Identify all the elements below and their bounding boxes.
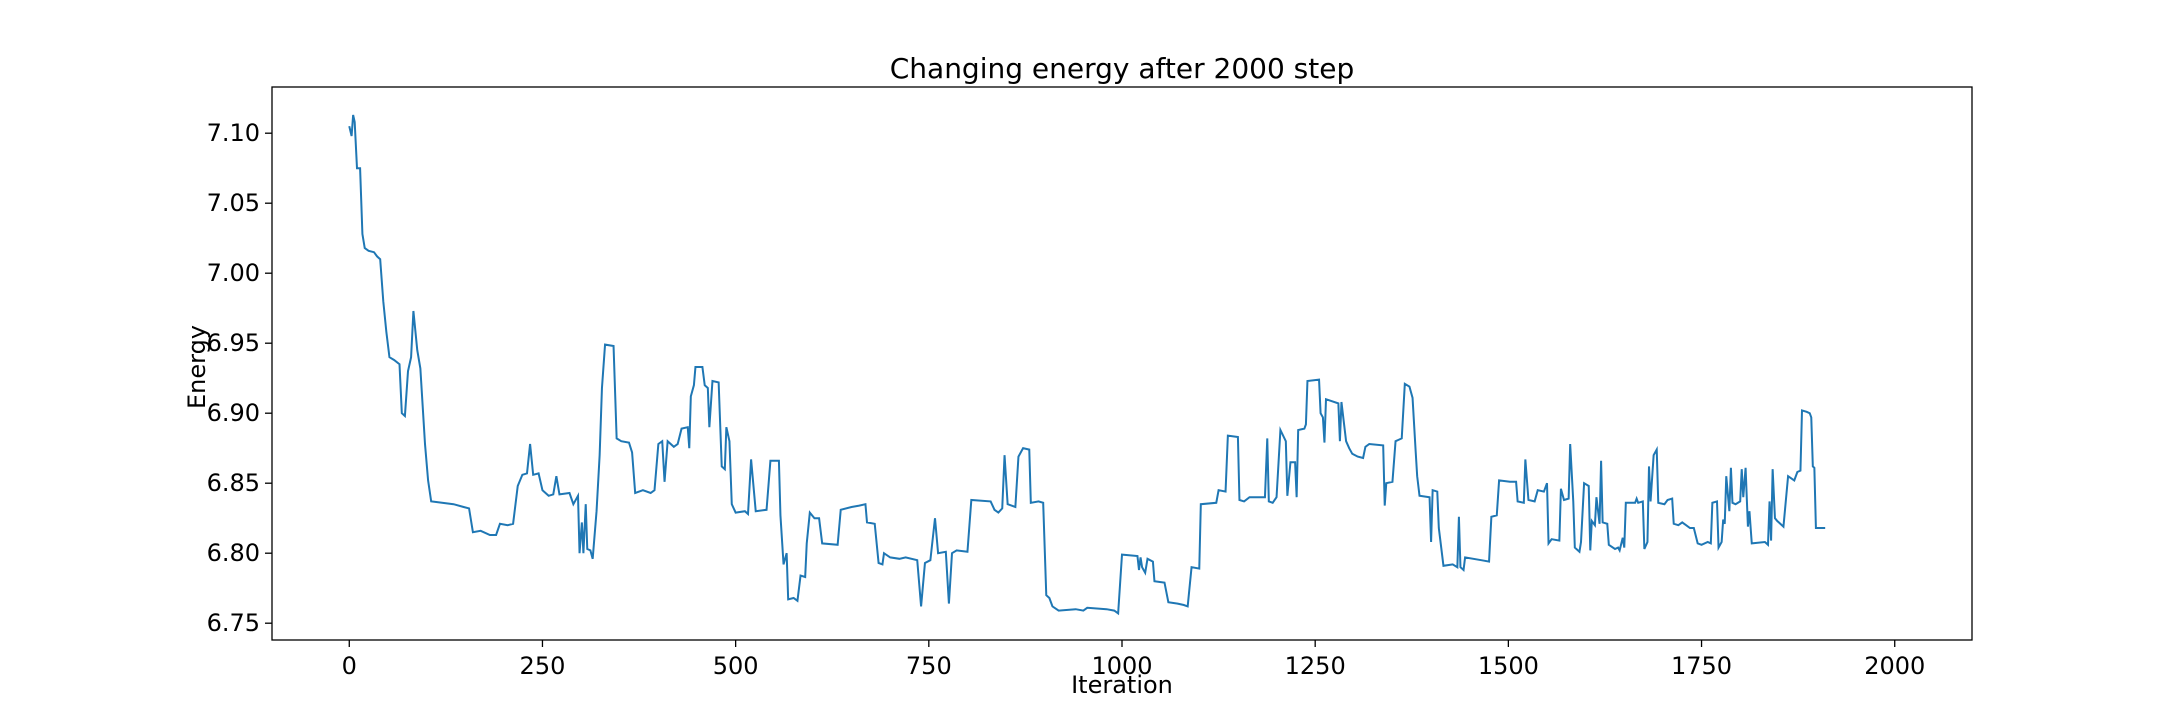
x-tick-label: 2000 [1864,652,1925,680]
x-axis-label: Iteration [1071,671,1173,699]
x-tick-label: 1000 [1091,652,1152,680]
series-line-0 [348,114,1826,616]
y-tick-label: 7.10 [207,119,260,147]
y-tick-label: 7.00 [207,259,260,287]
y-tick-label: 6.80 [207,539,260,567]
y-tick-label: 6.90 [207,399,260,427]
plot-area: 0 250 500 750 1000 1250 1500 1750 2000 6.75 6.80 6.… [207,86,1973,680]
y-tick-label: 6.85 [207,469,260,497]
x-tick-label: 1500 [1478,652,1539,680]
x-tick-label: 0 [342,652,357,680]
y-tick-label: 7.05 [207,189,260,217]
y-tick-label: 6.95 [207,329,260,357]
chart-title: Changing energy after 2000 step [890,52,1355,85]
x-tick-label: 1250 [1285,652,1346,680]
y-axis-label: Energy [183,325,211,409]
x-tick-label: 500 [713,652,759,680]
x-tick-label: 250 [520,652,566,680]
x-tick-label: 750 [906,652,952,680]
x-tick-label: 1750 [1671,652,1732,680]
y-tick-label: 6.75 [207,609,260,637]
